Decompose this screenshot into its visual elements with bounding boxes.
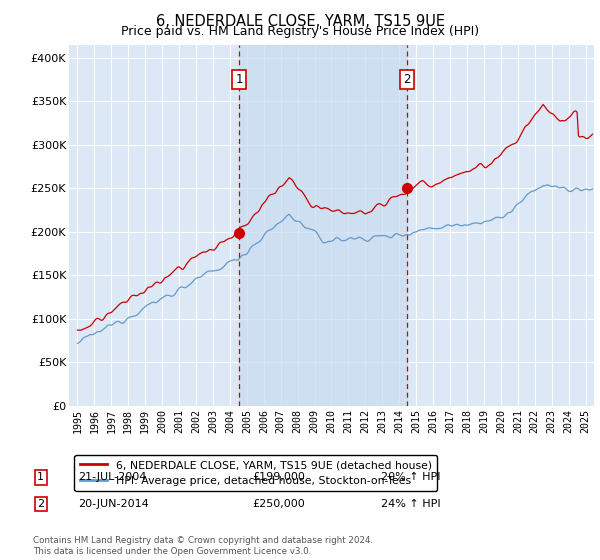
- Text: 2: 2: [403, 73, 411, 86]
- Text: Price paid vs. HM Land Registry's House Price Index (HPI): Price paid vs. HM Land Registry's House …: [121, 25, 479, 38]
- Text: 24% ↑ HPI: 24% ↑ HPI: [381, 499, 440, 509]
- Text: 1: 1: [37, 472, 44, 482]
- Text: 1: 1: [235, 73, 243, 86]
- Text: £199,000: £199,000: [252, 472, 305, 482]
- Bar: [239, 45, 407, 406]
- Text: Contains HM Land Registry data © Crown copyright and database right 2024.
This d: Contains HM Land Registry data © Crown c…: [33, 536, 373, 556]
- Text: £250,000: £250,000: [252, 499, 305, 509]
- Text: 20% ↑ HPI: 20% ↑ HPI: [381, 472, 440, 482]
- Text: 2: 2: [37, 499, 44, 509]
- Legend: 6, NEDERDALE CLOSE, YARM, TS15 9UE (detached house), HPI: Average price, detache: 6, NEDERDALE CLOSE, YARM, TS15 9UE (deta…: [74, 455, 437, 491]
- Text: 20-JUN-2014: 20-JUN-2014: [78, 499, 149, 509]
- Text: 21-JUL-2004: 21-JUL-2004: [78, 472, 146, 482]
- Text: 6, NEDERDALE CLOSE, YARM, TS15 9UE: 6, NEDERDALE CLOSE, YARM, TS15 9UE: [155, 14, 445, 29]
